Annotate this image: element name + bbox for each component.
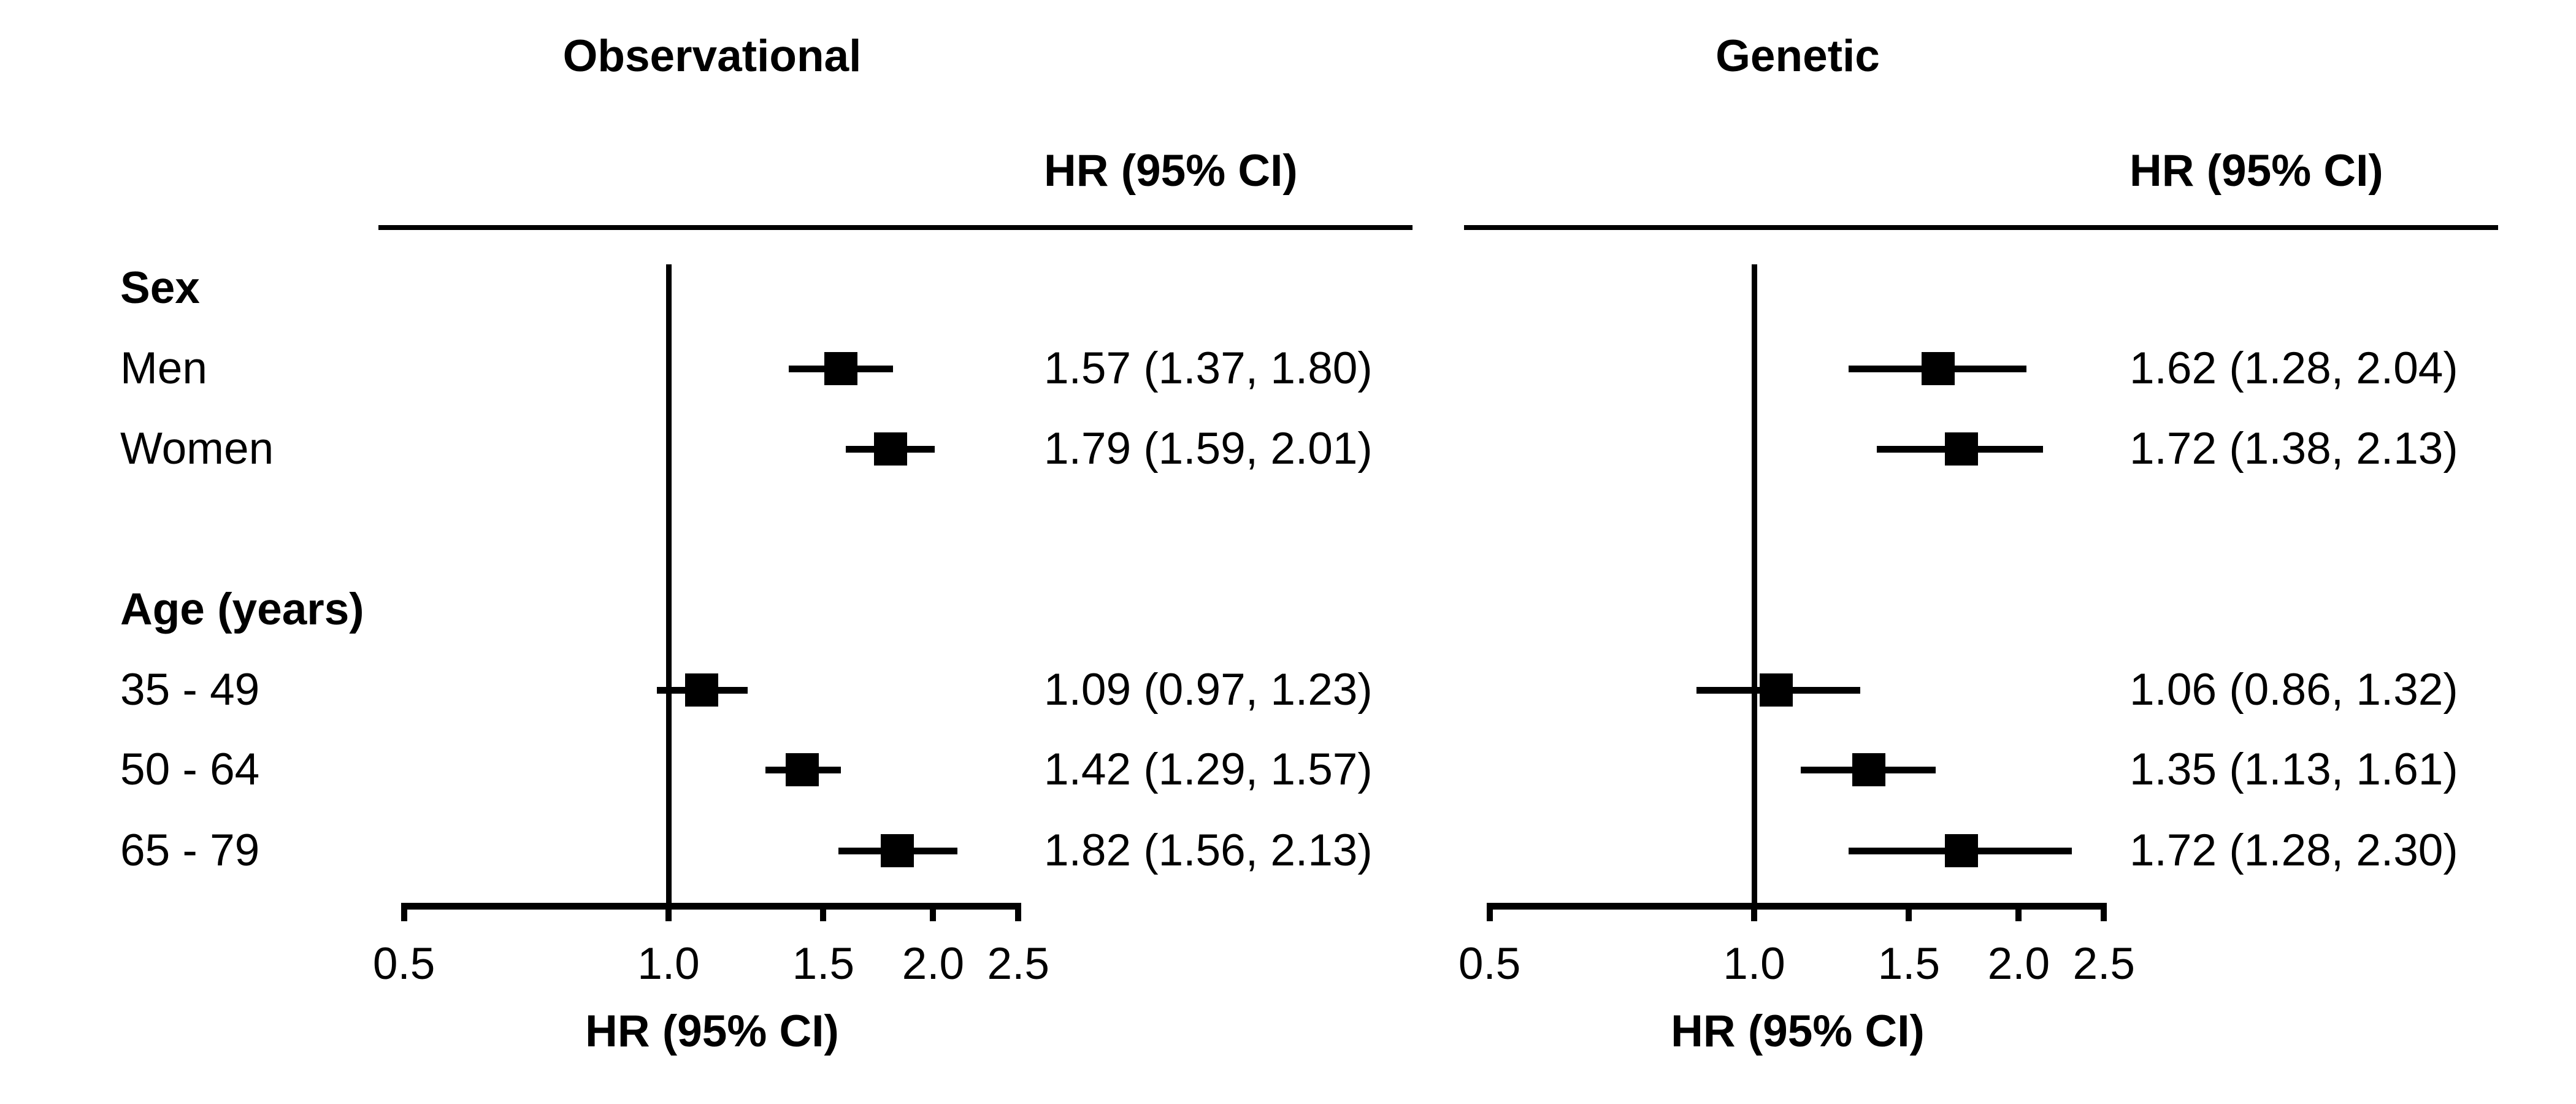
- row-label: 65 - 79: [120, 826, 260, 875]
- hr-value: 1.72 (1.28, 2.30): [2129, 826, 2458, 875]
- header-rule: [378, 225, 1413, 230]
- forest-square: [1944, 432, 1978, 466]
- row-label: 35 - 49: [120, 665, 260, 715]
- tick-label: 2.5: [987, 939, 1049, 989]
- axis-tick: [1751, 903, 1757, 921]
- forest-square: [1852, 753, 1885, 786]
- forest-square: [880, 834, 914, 867]
- forest-square: [684, 673, 718, 707]
- tick-label: 0.5: [1458, 939, 1521, 989]
- tick-label: 2.0: [902, 939, 965, 989]
- x-axis-line: [1489, 903, 2104, 910]
- axis-tick: [2101, 903, 2107, 921]
- forest-square: [786, 753, 819, 786]
- row-label: Men: [120, 343, 208, 393]
- x-axis-title-right: HR (95% CI): [1671, 1006, 1925, 1056]
- tick-label: 0.5: [372, 939, 435, 989]
- x-axis-title-left: HR (95% CI): [585, 1006, 839, 1056]
- hr-value: 1.62 (1.28, 2.04): [2129, 343, 2458, 393]
- axis-tick: [1906, 903, 1912, 921]
- tick-label: 1.5: [1877, 939, 1941, 989]
- hr-value: 1.79 (1.59, 2.01): [1044, 424, 1373, 473]
- row-label: Age (years): [120, 585, 364, 634]
- header-rule: [1464, 225, 2498, 230]
- tick-label: 2.5: [2072, 939, 2135, 989]
- x-axis-line: [404, 903, 1019, 910]
- reference-line: [1751, 264, 1757, 910]
- hr-value: 1.06 (0.86, 1.32): [2129, 665, 2458, 715]
- tick-label: 2.0: [1987, 939, 2050, 989]
- tick-label: 1.0: [637, 939, 700, 989]
- axis-tick: [1486, 903, 1493, 921]
- forest-square: [1922, 352, 1955, 385]
- axis-tick: [1015, 903, 1022, 921]
- forest-square: [1944, 834, 1978, 867]
- axis-tick: [930, 903, 937, 921]
- tick-label: 1.5: [792, 939, 855, 989]
- forest-square: [1760, 673, 1793, 707]
- axis-tick: [2015, 903, 2022, 921]
- row-label: 50 - 64: [120, 745, 260, 794]
- hr-value: 1.72 (1.38, 2.13): [2129, 424, 2458, 473]
- hr-value: 1.82 (1.56, 2.13): [1044, 826, 1373, 875]
- axis-tick: [820, 903, 827, 921]
- panel-title-genetic: Genetic: [1715, 31, 1880, 81]
- column-header-hr-ci-left: HR (95% CI): [1044, 146, 1298, 196]
- reference-line: [665, 264, 672, 910]
- hr-value: 1.42 (1.29, 1.57): [1044, 745, 1373, 794]
- hr-value: 1.35 (1.13, 1.61): [2129, 745, 2458, 794]
- axis-tick: [665, 903, 672, 921]
- panel-title-observational: Observational: [562, 31, 862, 81]
- hr-value: 1.57 (1.37, 1.80): [1044, 343, 1373, 393]
- hr-value: 1.09 (0.97, 1.23): [1044, 665, 1373, 715]
- forest-square: [874, 432, 908, 466]
- forest-square: [824, 352, 857, 385]
- row-label: Women: [120, 424, 274, 473]
- axis-tick: [401, 903, 407, 921]
- row-label: Sex: [120, 263, 200, 313]
- column-header-hr-ci-right: HR (95% CI): [2129, 146, 2383, 196]
- tick-label: 1.0: [1723, 939, 1785, 989]
